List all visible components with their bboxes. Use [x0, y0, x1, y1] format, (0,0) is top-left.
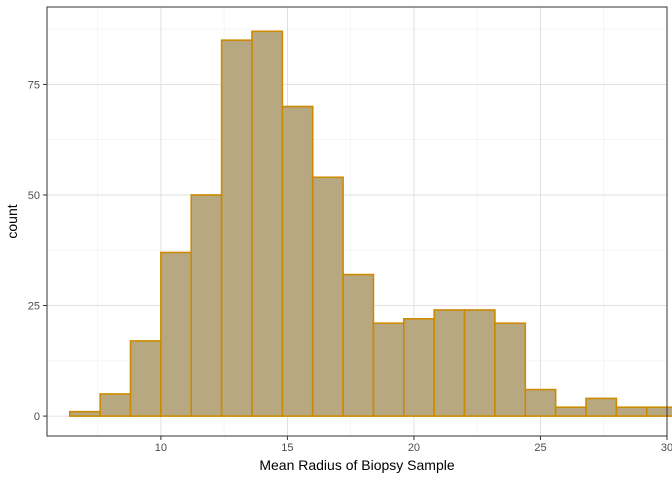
- x-axis: 10 15 20 25 30: [155, 436, 672, 454]
- y-axis-title: count: [4, 204, 20, 238]
- x-tick-label: 10: [155, 442, 167, 454]
- x-axis-title: Mean Radius of Biopsy Sample: [259, 457, 455, 473]
- histogram-bar: [190, 194, 223, 417]
- histogram-bar: [645, 406, 672, 417]
- x-tick-label: 25: [534, 442, 546, 454]
- histogram-bar: [68, 410, 101, 417]
- y-tick-label: 50: [28, 190, 40, 202]
- histogram-bar: [433, 309, 466, 417]
- histogram-bar: [554, 406, 587, 417]
- histogram-bar: [281, 105, 314, 417]
- y-tick-label: 0: [34, 411, 40, 423]
- histogram-bar: [311, 176, 344, 417]
- y-tick-label: 25: [28, 301, 40, 313]
- histogram-bar: [160, 251, 193, 417]
- histogram-bar: [463, 309, 496, 417]
- histogram-bar: [524, 388, 557, 417]
- histogram-bar: [251, 30, 284, 417]
- y-tick-label: 75: [28, 79, 40, 91]
- x-tick-label: 15: [281, 442, 293, 454]
- histogram-bar: [494, 322, 527, 417]
- histogram-bar: [615, 406, 648, 417]
- histogram-bar: [585, 397, 618, 417]
- histogram-bar: [220, 39, 253, 417]
- histogram-bar: [129, 340, 162, 417]
- panel-border: [46, 6, 668, 437]
- y-axis: 0 25 50 75: [28, 79, 47, 423]
- histogram-bar: [372, 322, 405, 417]
- x-tick-label: 20: [408, 442, 420, 454]
- histogram-bar: [403, 317, 435, 417]
- x-tick-label: 30: [661, 442, 672, 454]
- histogram-bar: [99, 393, 132, 417]
- histogram-bars: [68, 30, 672, 417]
- histogram-bar: [342, 273, 375, 417]
